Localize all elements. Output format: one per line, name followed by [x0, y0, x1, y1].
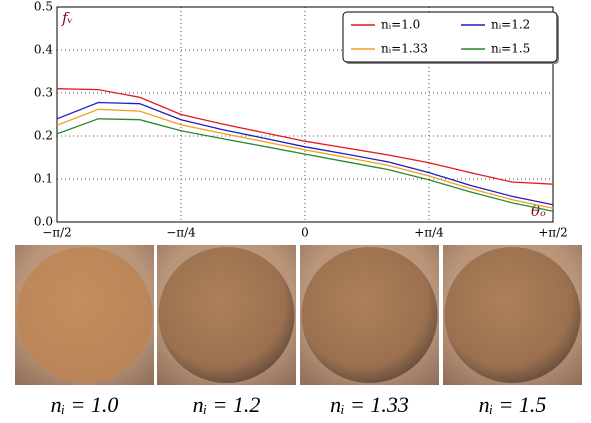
- y-tick-label: 0.4: [34, 43, 53, 57]
- series-line: [56, 108, 554, 209]
- plot-frame: [56, 6, 554, 223]
- image-caption: nᵢ = 1.33: [330, 392, 409, 417]
- legend-box: [342, 11, 558, 63]
- legend-label: nᵢ=1.0: [381, 18, 420, 32]
- y-tick-label: 0.1: [34, 172, 53, 186]
- y-tick-label: 0.3: [34, 86, 53, 100]
- legend-label: nᵢ=1.2: [491, 18, 530, 32]
- sphere: [444, 247, 581, 383]
- y-tick-label: 0.0: [34, 215, 53, 229]
- y-tick-label: 0.5: [34, 0, 53, 14]
- chart: 0.00.10.20.30.40.5−π/2 −π/4 0 +π/4 +π/2fᵥθₒn…: [34, 0, 568, 240]
- y-tick-label: 0.2: [34, 129, 53, 143]
- series-line: [56, 101, 554, 206]
- series-line: [56, 88, 554, 185]
- x-tick-label: −π/4: [166, 226, 196, 240]
- x-tick-label: 0: [301, 226, 309, 240]
- legend-label: nᵢ=1.33: [381, 42, 428, 56]
- y-axis-label: fᵥ: [61, 9, 73, 27]
- series-line: [56, 118, 554, 212]
- image-caption: nᵢ = 1.0: [51, 392, 119, 417]
- image-caption: nᵢ = 1.5: [479, 392, 547, 417]
- x-tick-label: −π/2: [42, 226, 72, 240]
- sphere: [158, 247, 295, 383]
- sphere: [301, 247, 438, 383]
- sphere: [16, 247, 153, 383]
- images: nᵢ = 1.0 nᵢ = 1.2 nᵢ = 1.33 nᵢ = 1.5: [15, 245, 582, 417]
- image-caption: nᵢ = 1.2: [193, 392, 261, 417]
- legend-label: nᵢ=1.5: [491, 42, 530, 56]
- x-tick-label: +π/2: [538, 226, 568, 240]
- x-tick-label: +π/4: [414, 226, 444, 240]
